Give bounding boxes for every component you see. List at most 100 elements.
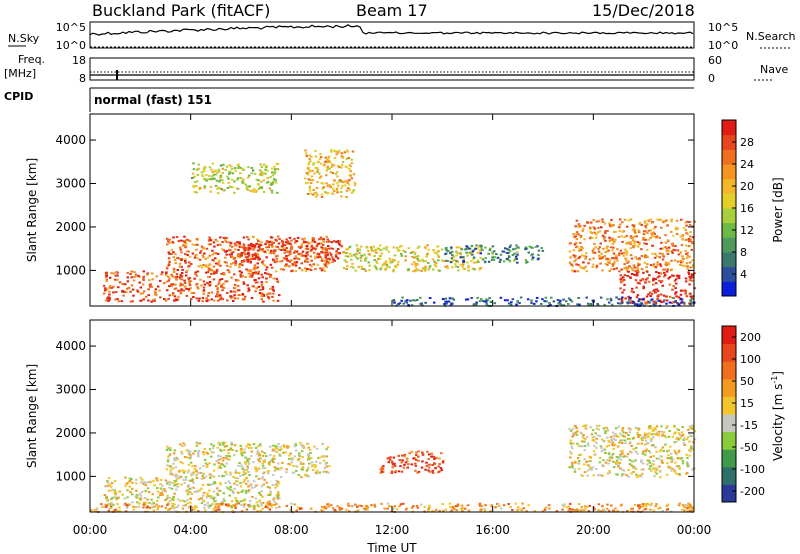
- velocity-cell: [667, 465, 670, 468]
- velocity-cell: [167, 447, 170, 450]
- power-cell: [484, 260, 487, 263]
- velocity-cell: [275, 506, 278, 509]
- velocity-cell: [208, 489, 211, 492]
- velocity-cell: [391, 466, 394, 469]
- velocity-cell: [402, 502, 405, 505]
- velocity-cell: [583, 440, 586, 443]
- power-cell: [689, 239, 692, 242]
- velocity-cell: [149, 481, 153, 484]
- velocity-cell: [548, 507, 551, 510]
- power-cell: [334, 173, 338, 175]
- power-cell: [671, 244, 675, 247]
- velocity-colorbar-tick-label: 15: [740, 397, 754, 410]
- power-cell: [261, 276, 264, 279]
- power-cell: [582, 261, 585, 264]
- power-cell: [273, 168, 277, 171]
- velocity-cell: [202, 465, 205, 468]
- power-cell: [206, 271, 210, 274]
- power-cell: [617, 298, 621, 301]
- power-cell: [246, 260, 249, 263]
- power-cell: [159, 296, 162, 299]
- velocity-cell: [170, 473, 174, 476]
- velocity-cell: [674, 451, 677, 454]
- power-cell: [241, 181, 244, 184]
- power-cell: [660, 280, 664, 282]
- velocity-cell: [417, 459, 420, 462]
- power-cell: [327, 261, 331, 264]
- power-cell: [178, 265, 182, 268]
- velocity-cell: [254, 468, 257, 471]
- velocity-cell: [208, 505, 212, 507]
- velocity-cell: [261, 507, 264, 510]
- velocity-cell: [392, 508, 395, 510]
- velocity-cell: [301, 446, 305, 448]
- velocity-cell: [386, 502, 390, 505]
- power-cell: [658, 252, 662, 255]
- velocity-cell: [175, 488, 178, 491]
- power-cell: [338, 180, 341, 183]
- power-cell: [165, 272, 168, 275]
- power-cell: [574, 258, 578, 261]
- power-cell: [636, 241, 640, 243]
- velocity-cell: [380, 502, 383, 505]
- power-cell: [689, 224, 692, 227]
- velocity-cell: [273, 449, 276, 452]
- power-cell: [320, 259, 324, 262]
- power-colorbar-swatch: [722, 281, 736, 297]
- velocity-cell: [247, 447, 251, 449]
- power-cell: [147, 288, 150, 291]
- power-cell: [254, 272, 258, 275]
- power-cell: [575, 238, 578, 241]
- velocity-cell: [680, 457, 684, 459]
- power-cell: [670, 250, 674, 253]
- velocity-cell: [614, 461, 617, 464]
- velocity-cell: [248, 457, 251, 460]
- velocity-cell: [651, 463, 654, 466]
- velocity-cell: [239, 482, 242, 485]
- velocity-cell: [688, 454, 691, 457]
- power-cell: [195, 297, 198, 300]
- velocity-cell: [610, 454, 614, 457]
- power-cell: [646, 256, 649, 259]
- power-cell: [612, 268, 616, 271]
- power-region: [342, 244, 483, 273]
- power-cell: [332, 183, 335, 186]
- velocity-cell: [584, 427, 588, 430]
- power-cell: [246, 236, 249, 238]
- power-cell: [258, 169, 262, 172]
- power-cell: [642, 287, 645, 290]
- velocity-cell: [600, 474, 604, 477]
- power-cell: [220, 272, 223, 275]
- power-cell: [217, 299, 220, 302]
- power-cell: [167, 251, 170, 254]
- velocity-cell: [671, 435, 675, 438]
- power-cell: [689, 303, 692, 306]
- power-cell: [456, 260, 459, 263]
- velocity-cell: [259, 509, 262, 512]
- power-cell: [259, 163, 262, 166]
- velocity-cell: [668, 457, 672, 460]
- velocity-cell: [113, 489, 116, 492]
- power-cell: [427, 261, 430, 264]
- velocity-cell: [113, 509, 116, 512]
- velocity-cell: [370, 504, 373, 507]
- power-cell: [390, 261, 394, 264]
- power-cell: [623, 218, 627, 221]
- velocity-cell: [236, 480, 239, 483]
- velocity-cell: [285, 504, 289, 507]
- velocity-cell: [657, 433, 661, 436]
- velocity-cell: [248, 443, 251, 446]
- velocity-cell: [620, 474, 624, 477]
- power-cell: [272, 241, 275, 244]
- power-cell: [173, 258, 177, 261]
- velocity-cell: [644, 505, 648, 508]
- power-cell: [238, 245, 242, 248]
- power-cell: [319, 162, 323, 165]
- nave-tick-bottom: 0: [708, 72, 715, 85]
- velocity-cell: [637, 504, 640, 507]
- velocity-cell: [234, 471, 238, 474]
- power-cell: [679, 251, 683, 254]
- power-cell: [470, 297, 473, 299]
- velocity-cell: [628, 437, 631, 440]
- power-cell: [175, 278, 178, 281]
